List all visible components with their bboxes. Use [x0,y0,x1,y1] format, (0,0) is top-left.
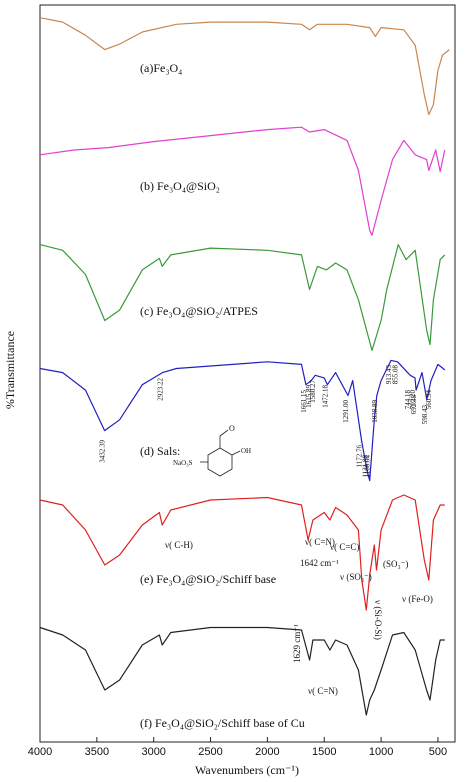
plot-frame [39,4,456,743]
spectrum-line [39,626,445,716]
annotation: ν( C=N) [308,686,338,696]
x-tick-label: 500 [429,746,447,758]
annotation: ν( C-H) [165,540,193,550]
spectrum-line [39,494,445,611]
series-label: (a)Fe₃O₄ [140,61,182,75]
x-tick-label: 1000 [369,746,393,758]
peak-label: 1038.89 [371,400,379,423]
structure [200,429,241,477]
structure-label: O [229,424,235,433]
peak-label: 560.94 [425,390,433,410]
annotation: (SO₃⁻) [383,559,408,569]
peak-label: 1472.18 [321,385,329,408]
peak-label: 1121.88 [361,455,369,478]
y-axis-label: %Transmittance [3,331,17,409]
series-label: (f) Fe₃O₄@SiO₂/Schiff base of Cu [140,716,305,730]
spectrum-line [39,17,450,116]
peak-label: 913.43 [385,365,393,385]
peak-label: 1291.00 [342,400,350,423]
x-tick-label: 3500 [85,746,109,758]
annotation: 1629 cm⁻¹ [292,624,302,663]
spectrum-line [39,126,446,236]
series-label: (c) Fe₃O₄@SiO₂/ATPES [140,304,258,318]
x-tick-label: 2000 [255,746,279,758]
peak-label: 598.43 [421,405,429,425]
annotation: ν (SO₃⁻) [340,572,372,582]
peak-label: 1661.15 [300,390,308,413]
peak-label: 3432.39 [99,440,107,463]
peak-label: 2923.22 [156,378,164,401]
peak-label: 744.18 [404,390,412,410]
peak-label: 1615.89 [305,385,313,408]
spectrum-line [39,359,446,482]
annotation: ν( C=N) [305,537,335,547]
annotation: ν( C=C) [330,542,359,552]
x-tick-label: 3000 [141,746,165,758]
spectrum-line [39,244,446,351]
structure-label: NaO₃S [173,459,193,467]
peak-label: 1172.76 [356,445,364,468]
peak-label: 702.20 [409,390,417,410]
peak-label: 1100.04 [364,455,372,478]
annotation: 1642 cm⁻¹ [300,558,339,568]
structure-label: OH [241,447,251,455]
annotation: ν (Fe-O) [402,594,433,604]
x-tick-label: 2500 [198,746,222,758]
peak-label: 692.38 [410,395,418,415]
series-label: (d) Sals: [140,444,180,458]
peak-label: 1580.27 [309,380,317,403]
peak-label: 855.08 [392,365,400,385]
annotation: ν (Si-O-Si) [373,600,383,640]
x-axis-label: Wavenumbers (cm⁻¹) [195,763,299,777]
x-tick-label: 1500 [312,746,336,758]
x-tick-label: 4000 [28,746,52,758]
series-label: (e) Fe₃O₄@SiO₂/Schiff base [140,572,276,586]
series-label: (b) Fe₃O₄@SiO₂ [140,179,220,193]
